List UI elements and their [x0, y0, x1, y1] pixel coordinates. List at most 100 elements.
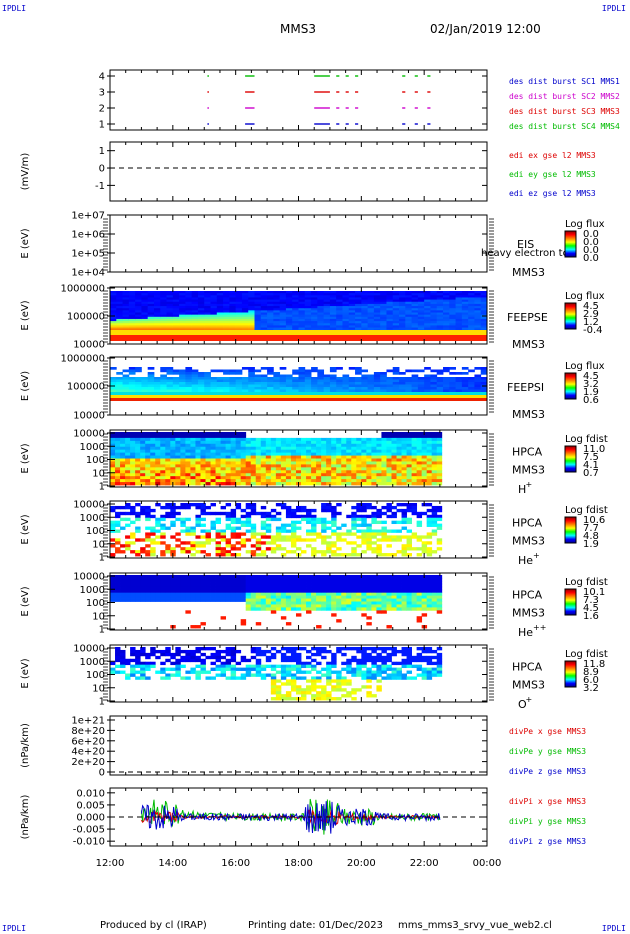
spectrogram-cell	[210, 377, 218, 380]
spectrogram-cell	[120, 526, 126, 530]
spectrogram-cell	[468, 312, 475, 316]
spectrogram-cell	[155, 523, 161, 527]
spectrogram-cell	[195, 503, 201, 507]
spectrogram-cell	[417, 299, 425, 303]
spectrogram-cell	[381, 526, 387, 530]
spectrogram-cell	[205, 553, 211, 557]
spectrogram-cell	[241, 295, 249, 298]
spectrogram-cell	[260, 303, 268, 307]
spectrogram-cell	[275, 473, 282, 477]
spectrogram-cell	[317, 306, 325, 309]
spectrogram-cell	[311, 464, 317, 468]
spectrogram-cell	[185, 295, 193, 298]
spectrogram-cell	[290, 580, 297, 585]
spectrogram-cell	[461, 303, 469, 307]
spectrogram-cell	[443, 321, 450, 324]
spectrogram-cell	[455, 321, 463, 324]
spectrogram-cell	[361, 446, 367, 451]
spectrogram-cell	[321, 437, 327, 442]
spectrogram-cell	[210, 299, 218, 303]
spectrogram-cell	[260, 306, 268, 309]
spectrogram-cell	[195, 580, 201, 585]
spectrogram-cell	[140, 538, 146, 542]
spectrogram-cell	[185, 586, 191, 591]
spectrogram-cell	[285, 446, 292, 451]
spectrogram-cell	[341, 455, 347, 459]
spectrogram-cell	[191, 295, 199, 298]
spectrogram-cell	[210, 389, 218, 393]
spectrogram-cell	[386, 306, 394, 309]
spectrogram-cell	[376, 449, 382, 454]
spectrogram-cell	[250, 511, 257, 516]
spectrogram-cell	[346, 586, 352, 591]
spectrogram-cell	[366, 547, 372, 551]
spectrogram-cell	[468, 310, 475, 313]
spectrogram-cell	[371, 470, 377, 474]
spectrogram-cell	[348, 295, 356, 298]
spectrogram-cell	[116, 291, 124, 294]
spectrogram-cell	[215, 476, 221, 480]
spectrogram-cell	[366, 583, 372, 588]
spectrogram-cell	[329, 314, 337, 318]
spectrogram-cell	[474, 295, 482, 298]
spectrogram-cell	[405, 308, 413, 311]
spectrogram-cell	[381, 443, 387, 448]
spectrogram-cell	[480, 327, 488, 331]
spectrogram-cell	[342, 321, 350, 324]
spectrogram-band	[110, 398, 487, 401]
spectrogram-cell	[331, 613, 337, 617]
spectrogram-cell	[185, 325, 193, 329]
spectrogram-cell	[326, 604, 332, 608]
spectrogram-cell	[346, 461, 352, 465]
spectrogram-cell	[122, 389, 130, 393]
spectrogram-cell	[311, 604, 317, 608]
spectrogram-cell	[204, 374, 211, 378]
spectrogram-cell	[351, 592, 357, 597]
spectrogram-cell	[150, 586, 156, 591]
spectrogram-cell	[197, 299, 205, 303]
spectrogram-cell	[160, 303, 168, 307]
spectrogram-cell	[316, 446, 322, 451]
spectrogram-cell	[406, 586, 412, 591]
spectrogram-cell	[401, 511, 407, 516]
spectrogram-cell	[346, 553, 352, 557]
spectrogram-cell	[355, 377, 362, 380]
spectrogram-cell	[304, 327, 312, 331]
spectrogram-cell	[361, 508, 367, 513]
spectrogram-cell	[185, 541, 191, 545]
spectrogram-cell	[317, 301, 325, 305]
spectrogram-cell	[195, 595, 201, 599]
spectrogram-cell	[311, 520, 317, 525]
spectrogram-cell	[175, 589, 181, 594]
spectrogram-cell	[417, 314, 425, 318]
spectrogram-cell	[180, 473, 186, 477]
spectrogram-cell	[351, 473, 357, 477]
spectrogram-cell	[223, 293, 230, 296]
spectrogram-cell	[411, 316, 419, 320]
spectrogram-cell	[260, 479, 267, 483]
spectrogram-cell	[110, 529, 116, 533]
spectrogram-cell	[399, 389, 406, 393]
panel-label-spacecraft: MMS3	[512, 408, 545, 421]
spectrogram-cell	[140, 476, 146, 480]
spectrogram-cell	[205, 595, 211, 599]
spectrogram-cell	[380, 387, 387, 390]
spectrogram-cell	[361, 505, 367, 510]
spectrogram-cell	[461, 389, 469, 393]
spectrogram-cell	[230, 586, 237, 591]
spectrogram-cell	[317, 297, 325, 301]
spectrogram-cell	[120, 592, 126, 597]
spectrogram-cell	[411, 432, 418, 436]
spectrogram-cell	[122, 325, 130, 329]
spectrogram-cell	[248, 321, 256, 324]
spectrogram-cell	[120, 440, 126, 445]
spectrogram-cell	[301, 592, 307, 597]
spectrogram-cell	[205, 583, 211, 588]
spectrogram-cell	[125, 476, 131, 480]
spectrogram-cell	[416, 434, 423, 439]
spectrogram-cell	[323, 306, 331, 309]
spectrogram-cell	[280, 473, 287, 477]
spectrogram-cell	[285, 377, 293, 380]
spectrogram-cell	[323, 379, 331, 383]
spectrogram-cell	[306, 508, 312, 513]
